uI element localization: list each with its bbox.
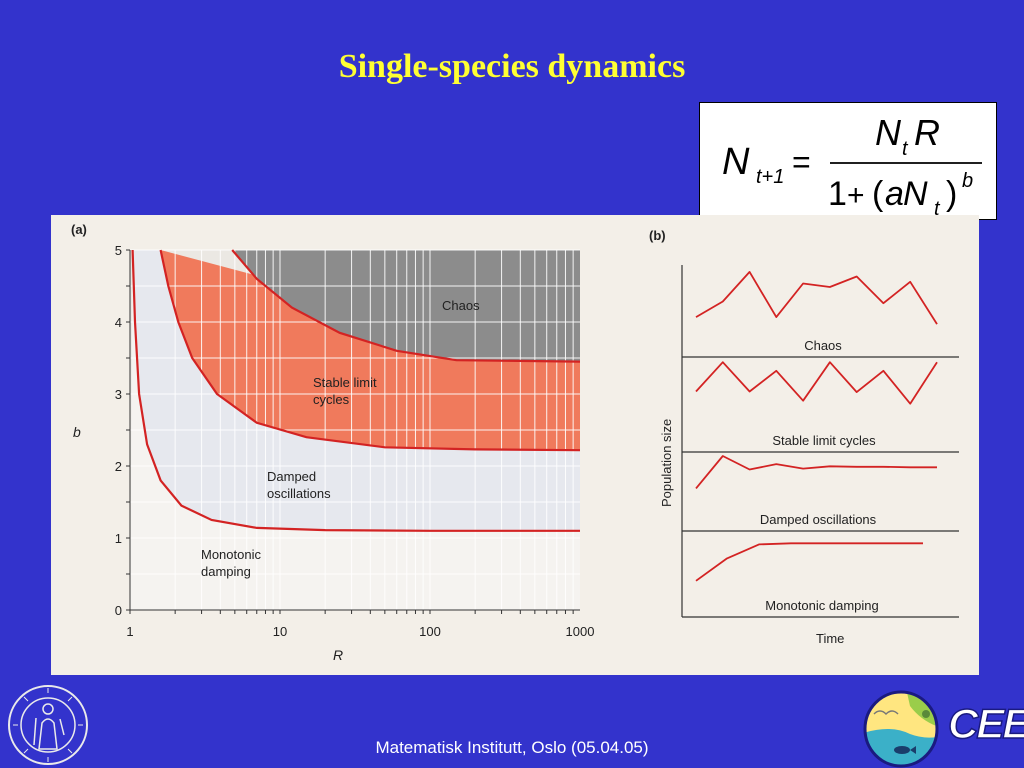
timeseries-panel-4: Monotonic damping bbox=[682, 542, 959, 618]
region-damped bbox=[132, 250, 580, 531]
university-seal-logo bbox=[8, 685, 88, 765]
formula-lhs-var: N bbox=[722, 141, 750, 183]
y-tick-label-a: 2 bbox=[115, 459, 122, 474]
series-line bbox=[695, 542, 923, 582]
formula-den-close: ) bbox=[946, 175, 957, 213]
series-line bbox=[695, 455, 937, 489]
timeseries-panel-2: Stable limit cycles bbox=[682, 361, 959, 453]
x-tick-label-a: 100 bbox=[419, 624, 441, 639]
timeseries-panel-3: Damped oscillations bbox=[682, 455, 959, 532]
y-axis-label-b: Population size bbox=[659, 419, 674, 507]
x-tick-label-a: 1000 bbox=[566, 624, 595, 639]
formula-num-sub: t bbox=[902, 138, 909, 160]
x-tick-label-a: 1 bbox=[126, 624, 133, 639]
series-label: Damped oscillations bbox=[760, 512, 877, 527]
boundary-line-1 bbox=[131, 249, 580, 532]
boundary-line-2 bbox=[159, 249, 581, 452]
region-label-monotonic: Monotonic damping bbox=[201, 547, 261, 579]
cees-globe-logo bbox=[863, 690, 939, 768]
series-label: Stable limit cycles bbox=[772, 433, 876, 448]
region-label-stable: Stable limit cycles bbox=[313, 375, 377, 407]
formula-den-var: N bbox=[903, 175, 928, 213]
slide-title: Single-species dynamics bbox=[338, 48, 686, 85]
chart-b: (b) Chaos Stable limit cycles Damped oscil… bbox=[649, 228, 959, 646]
formula-den-a: a bbox=[885, 175, 904, 213]
cees-logo-text: CEES bbox=[947, 699, 1024, 748]
y-tick-label-a: 1 bbox=[115, 531, 122, 546]
y-tick-label-a: 3 bbox=[115, 387, 122, 402]
y-tick-label-a: 5 bbox=[115, 243, 122, 258]
series-line bbox=[695, 271, 938, 325]
footer-text: Matematisk Institutt, Oslo (05.04.05) bbox=[375, 738, 649, 757]
panel-b-label: (b) bbox=[649, 228, 666, 243]
timeseries-panel-1: Chaos bbox=[682, 271, 959, 358]
figure-panel: (a) 1 10 100 1000 0 1 2 3 4 5 Chaos Stable limit c… bbox=[51, 215, 979, 675]
series-line bbox=[695, 361, 938, 405]
y-axis-label-a: b bbox=[73, 424, 81, 440]
region-label-damped: Damped oscillations bbox=[267, 469, 331, 501]
x-axis-label-b: Time bbox=[816, 631, 844, 646]
region-chaos bbox=[232, 250, 580, 362]
panel-a-label: (a) bbox=[71, 222, 87, 237]
formula-den-plus: + bbox=[847, 179, 865, 212]
y-tick-label-a: 0 bbox=[115, 603, 122, 618]
formula-den-open: ( bbox=[872, 175, 884, 213]
boundary-line-3 bbox=[231, 249, 581, 363]
region-label-chaos: Chaos bbox=[442, 298, 480, 313]
formula-den-sub: t bbox=[934, 198, 941, 220]
y-tick-label-a: 4 bbox=[115, 315, 122, 330]
formula-lhs-sub: t+1 bbox=[756, 166, 784, 188]
formula-equation: N t+1 = N t R 1 + ( a N t ) b bbox=[722, 112, 982, 220]
formula-num-var: N bbox=[875, 112, 902, 153]
formula-equals: = bbox=[792, 144, 811, 180]
formula-den-one: 1 bbox=[828, 175, 847, 213]
x-tick-label-a: 10 bbox=[273, 624, 287, 639]
formula-num-factor: R bbox=[914, 112, 940, 153]
x-axis-label-a: R bbox=[333, 647, 343, 663]
series-label: Chaos bbox=[804, 338, 842, 353]
formula-den-exp: b bbox=[962, 170, 973, 192]
series-label: Monotonic damping bbox=[765, 598, 878, 613]
formula-box: N t+1 = N t R 1 + ( a N t ) b bbox=[699, 102, 997, 220]
